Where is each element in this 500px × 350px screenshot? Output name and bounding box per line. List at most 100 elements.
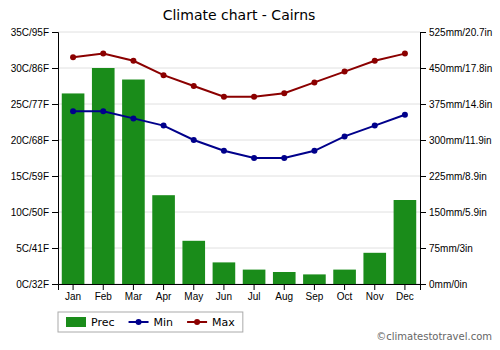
x-tick: Nov [366,284,384,302]
axis-line [59,285,421,291]
marker [221,94,227,100]
tick-mark [52,140,58,141]
marker [372,123,378,129]
marker [100,51,106,57]
legend-label: Min [154,316,174,329]
marker [191,83,197,89]
tick-mark [284,284,285,290]
bar [333,270,356,284]
tick-mark [52,212,58,213]
tick-mark [420,248,426,249]
tick-label: 300mm/11.9in [429,135,492,146]
tick-label: 20C/68F [11,135,49,146]
y-tick: 10C/50F [11,207,58,218]
x-tick: Dec [396,284,414,302]
legend-item: Max [187,316,235,329]
marker [161,123,167,129]
tick-label: Feb [95,291,113,302]
marks [62,51,416,284]
bar [152,195,175,284]
y-tick: 0C/32F [16,279,58,290]
tick-label: Dec [396,291,414,302]
tick-mark [374,284,375,290]
y2-tick: 375mm/14.8in [420,99,492,110]
tick-mark [133,284,134,290]
annotation: ©climatestotravel.com [376,331,492,342]
tick-mark [52,248,58,249]
y2-tick: 525mm/20.7in [420,27,492,38]
marker [70,108,76,114]
line-series [70,51,408,100]
chart: JanFebMarAprMayJunJulAugSepOctNovDec0C/3… [0,0,500,350]
tick-mark [52,104,58,105]
y2-tick: 300mm/11.9in [420,135,492,146]
line [73,111,405,158]
bar [182,241,205,284]
x-tick: Aug [275,284,293,302]
legend-frame [58,312,243,332]
y2-tick: 225mm/8.9in [420,171,487,182]
tick-mark [420,176,426,177]
legend: Prec Min Max [58,312,243,332]
tick-label: Nov [366,291,384,302]
tick-label: 5C/41F [16,243,49,254]
x-tick: Mar [125,284,143,302]
tick-label: 30C/86F [11,63,49,74]
bar [122,80,145,284]
y2-tick: 450mm/17.8in [420,63,492,74]
legend-item: Prec [66,316,115,329]
y-tick: 15C/59F [11,171,58,182]
legend-swatch [66,317,86,327]
x-tick: Jun [216,284,232,302]
x-tick: Feb [95,284,113,302]
grid [58,32,420,284]
legend-marker [136,319,142,325]
tick-mark [344,284,345,290]
tick-label: 450mm/17.8in [429,63,492,74]
tick-mark [52,176,58,177]
axis-line [52,33,59,285]
tick-label: 25C/77F [11,99,49,110]
tick-label: 35C/95F [11,27,49,38]
legend-label: Prec [91,316,115,329]
tick-mark [103,284,104,290]
grid-line [58,32,420,33]
x-tick: Jan [65,284,81,302]
bar [62,93,85,284]
legend-item: Min [129,316,174,329]
tick-mark [52,284,58,285]
y-axis: 0C/32F 5C/41F 10C/50F 15C/59F 20C/68F 25C/77F… [11,27,59,290]
bar [213,262,236,284]
bar [243,270,266,284]
tick-mark [404,284,405,290]
marker [100,108,106,114]
tick-mark [314,284,315,290]
tick-label: Aug [275,291,293,302]
tick-label: Sep [306,291,324,302]
marker [191,137,197,143]
plot: JanFebMarAprMayJunJulAugSepOctNovDec0C/3… [11,27,493,302]
tick-label: 15C/59F [11,171,49,182]
x-tick: Apr [156,284,172,302]
tick-mark [420,212,426,213]
y2-tick: 0mm/0in [420,279,467,290]
marker [281,155,287,161]
marker [251,155,257,161]
bar [273,272,296,284]
y-tick: 20C/68F [11,135,58,146]
y2-axis: 0mm/0in75mm/3in150mm/5.9in225mm/8.9in300… [420,27,492,290]
bar [394,200,417,284]
y-tick: 5C/41F [16,243,58,254]
marker [342,133,348,139]
tick-label: 150mm/5.9in [429,207,487,218]
tick-label: Oct [337,291,353,302]
tick-mark [52,68,58,69]
tick-label: Jan [65,291,81,302]
marker [342,69,348,75]
tick-mark [420,284,426,285]
marker [130,58,136,64]
tick-mark [193,284,194,290]
bar [363,253,386,284]
marker [311,148,317,154]
marker [251,94,257,100]
